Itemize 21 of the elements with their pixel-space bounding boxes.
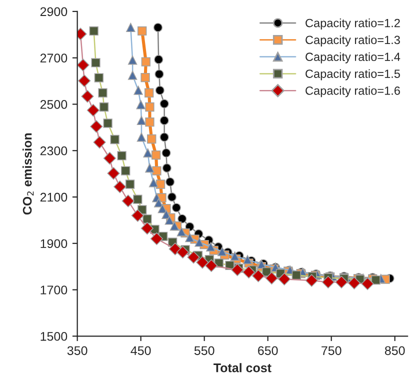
y-tick-label: 2700 (40, 54, 68, 62)
y-tick-label: 1500 (40, 332, 68, 341)
x-tick-label: 650 (258, 346, 278, 356)
x-tick-label: 550 (194, 346, 214, 356)
y-tick-label: 2100 (40, 192, 68, 202)
y-tick-label: 1700 (40, 286, 68, 294)
legend-label: Capacity ratio=1.5 (306, 69, 400, 80)
legend-label: Capacity ratio=1.2 (306, 18, 400, 30)
legend-label: Capacity ratio=1.6 (306, 86, 400, 98)
x-tick-label: 850 (384, 346, 405, 356)
y-tick-label: 2300 (40, 146, 68, 156)
x-axis-title: Total cost (214, 363, 272, 372)
y-tick-label: 1900 (40, 239, 68, 248)
x-tick-label: 450 (130, 346, 151, 356)
legend-label: Capacity ratio=1.3 (306, 35, 400, 46)
legend-label: Capacity ratio=1.4 (306, 52, 400, 64)
y-axis-title: CO$_{2}$ emission (22, 133, 34, 215)
y-tick-label: 2900 (40, 7, 68, 16)
x-tick-label: 350 (67, 346, 88, 356)
y-tick-label: 2500 (40, 100, 68, 109)
x-tick-label: 750 (322, 346, 342, 356)
